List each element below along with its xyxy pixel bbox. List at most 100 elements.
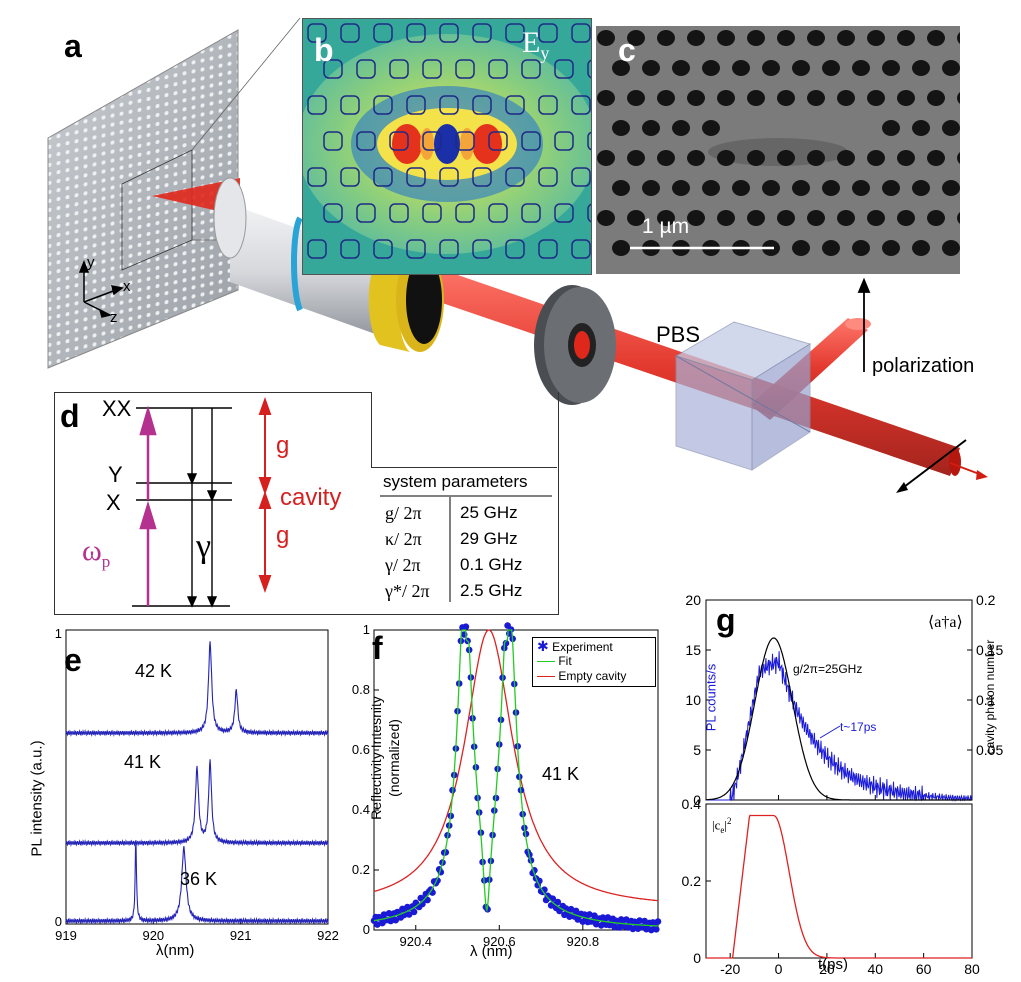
ylabel-main: |c xyxy=(712,817,721,833)
crystal-hole-outline xyxy=(538,239,558,259)
y-tick-label: 0.8 xyxy=(352,682,370,697)
x-tick-label: 920.6 xyxy=(483,934,516,949)
chart-g-ylabel-right: cavity photon number xyxy=(983,639,997,755)
polarization-arrow xyxy=(857,277,871,372)
empty-cavity-line xyxy=(373,629,659,902)
crystal-hole-outline xyxy=(439,239,459,259)
experiment-point xyxy=(387,917,395,925)
panel-label-d: d xyxy=(60,398,80,434)
y-tick-label-left: 5 xyxy=(693,742,701,758)
sem-hole xyxy=(747,90,765,106)
xyz-axes xyxy=(78,259,124,318)
crystal-hole-outline xyxy=(455,59,475,79)
coupling-g-lower-label: g xyxy=(276,522,290,549)
sem-hole xyxy=(762,60,780,76)
x-tick-label: 920 xyxy=(142,928,164,943)
crystal-hole-outline xyxy=(323,59,343,79)
decay-gamma-label: γ xyxy=(196,528,212,565)
chart-f-xlabel: λ (nm) xyxy=(470,943,513,960)
sem-hole xyxy=(852,60,870,76)
axis-x-label: x xyxy=(123,278,131,295)
plot-frame xyxy=(65,629,329,925)
legend-line-fit xyxy=(537,661,555,663)
experiment-point xyxy=(604,914,612,921)
sem-hole xyxy=(657,90,675,106)
level-xx-label: XX xyxy=(102,396,132,421)
series-label-36k: 36 K xyxy=(180,869,218,889)
sem-hole xyxy=(792,240,810,256)
param-name: γ*/ 2π xyxy=(385,581,430,601)
y-tick-label-left: 10 xyxy=(685,692,701,708)
legend-item: ✱ Experiment xyxy=(537,639,613,655)
sem-hole xyxy=(957,92,960,104)
sem-hole xyxy=(717,150,735,166)
y-tick-label-right: 0.1 xyxy=(976,692,996,708)
sem-holes xyxy=(596,26,960,274)
experiment-point xyxy=(636,917,643,924)
sem-hole xyxy=(672,60,690,76)
sem-hole xyxy=(612,120,630,136)
x-tick-label: 40 xyxy=(867,961,883,977)
sem-hole xyxy=(627,30,645,46)
legend-marker-experiment: ✱ xyxy=(537,638,549,654)
sem-hole xyxy=(807,150,825,166)
crystal-hole-outline xyxy=(439,95,459,115)
crystal-hole-outline xyxy=(307,167,327,187)
level-y-label: Y xyxy=(108,462,123,487)
experiment-point xyxy=(567,905,575,913)
pl-counts-line xyxy=(706,651,973,802)
crystal-hole-outline xyxy=(340,239,360,259)
series-label-42k: 42 K xyxy=(135,661,173,681)
sem-hole xyxy=(687,210,705,226)
photon-number-line xyxy=(705,637,972,801)
sem-hole xyxy=(627,150,645,166)
parameters-table-names: g/ 2π κ/ 2π γ/ 2π γ*/ 2π xyxy=(385,500,451,604)
sem-hole xyxy=(687,150,705,166)
x-tick-label: 920.8 xyxy=(567,934,600,949)
sem-hole xyxy=(882,60,900,76)
crystal-hole-outline xyxy=(488,203,508,223)
sem-hole xyxy=(942,240,960,256)
crystal-hole-outline xyxy=(587,203,591,223)
sem-hole xyxy=(957,152,960,164)
sem-hole xyxy=(627,210,645,226)
legend-line-empty-cavity xyxy=(537,676,555,678)
panel-label-a: a xyxy=(64,28,82,64)
crystal-hole-outline xyxy=(356,131,376,151)
experiment-point xyxy=(654,918,662,925)
output-polarization-arrows xyxy=(896,439,988,493)
crystal-hole-outline xyxy=(488,59,508,79)
sem-hole xyxy=(642,180,660,196)
spectrum-line xyxy=(65,841,329,925)
x-tick-label: 919 xyxy=(55,928,77,943)
chart-g-right-title: ⟨a†a⟩ xyxy=(928,614,963,631)
experiment-point xyxy=(462,623,470,630)
waveplate-ring xyxy=(534,285,616,405)
coupling-g-upper-label: g xyxy=(276,432,290,459)
y-tick-label: 1 xyxy=(55,626,62,641)
crystal-hole-outline xyxy=(406,23,426,43)
plot-frame xyxy=(373,629,659,931)
crystal-hole-outline xyxy=(472,239,492,259)
spectrum-line xyxy=(65,641,329,737)
level-x-label: X xyxy=(106,490,121,515)
crystal-hole-outline xyxy=(373,95,393,115)
crystal-hole-outline xyxy=(587,131,591,151)
sem-hole xyxy=(627,90,645,106)
y-tick-label: 0 xyxy=(363,922,370,937)
sem-hole xyxy=(777,90,795,106)
param-name: γ/ 2π xyxy=(385,555,421,575)
sem-hole xyxy=(657,30,675,46)
experiment-point xyxy=(572,907,580,915)
crystal-hole-outline xyxy=(323,203,343,223)
param-name: g/ 2π xyxy=(385,503,422,523)
ylabel-sub: e xyxy=(720,824,725,835)
sem-hole xyxy=(927,90,945,106)
pbs-cube xyxy=(674,321,812,471)
crystal-hole-outline xyxy=(340,167,360,187)
sem-hole xyxy=(597,90,615,106)
y-tick-label: 0.6 xyxy=(352,742,370,757)
crystal-hole-outline xyxy=(307,95,327,115)
sem-hole xyxy=(672,180,690,196)
